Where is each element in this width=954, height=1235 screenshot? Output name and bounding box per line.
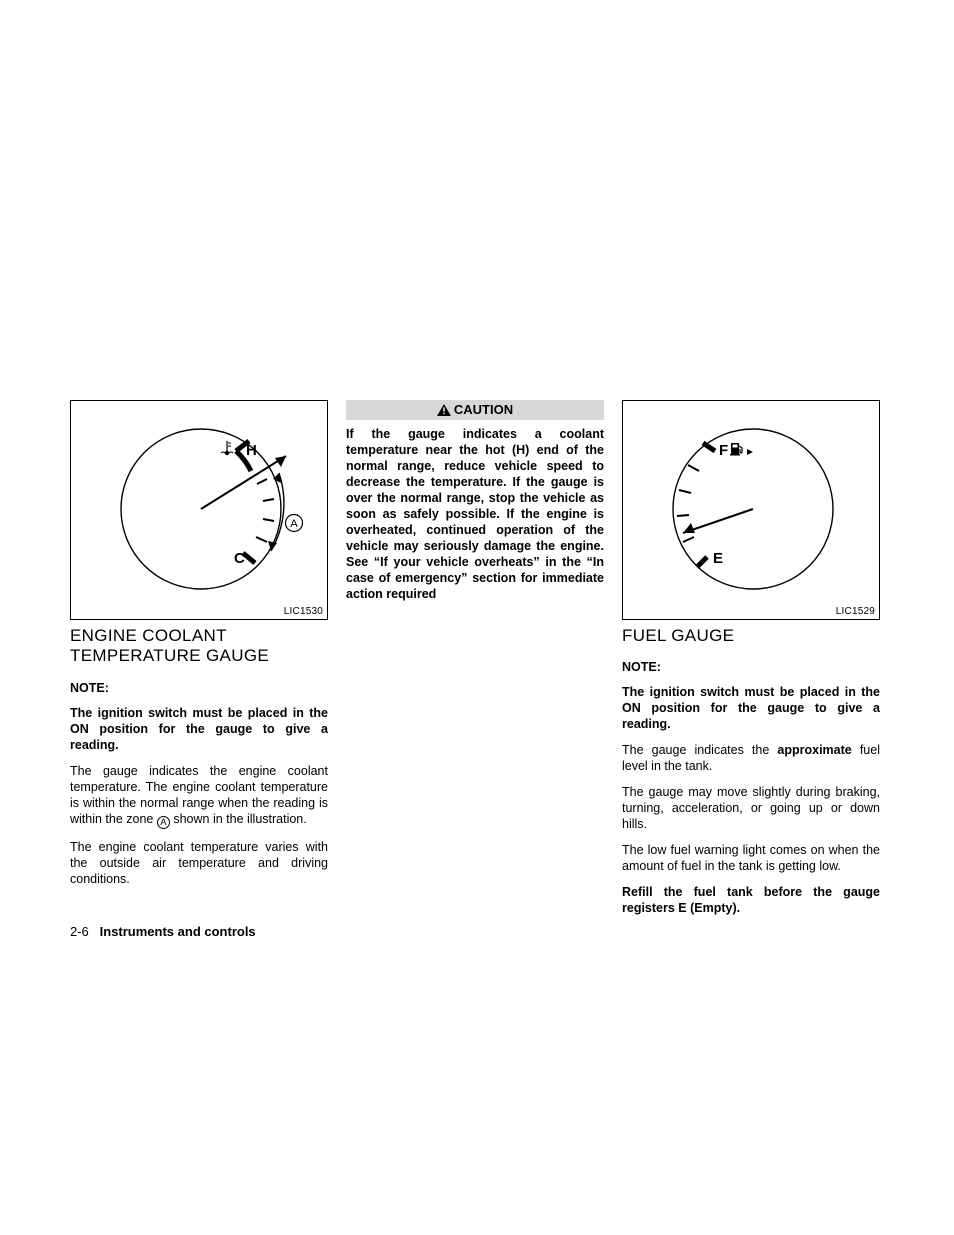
temp-p1-post: shown in the illustration. [170,812,307,826]
figure-caption: LIC1529 [836,606,875,617]
fuel-p4: Refill the fuel tank before the gauge re… [622,884,880,916]
fuel-p2: The gauge may move slightly during braki… [622,784,880,832]
temp-p2: The engine coolant temperature varies wi… [70,839,328,887]
note-label: NOTE: [70,681,328,695]
fuel-pump-icon [730,443,742,456]
figure-caption: LIC1530 [284,606,323,617]
temp-p1: The gauge indicates the engine coolant t… [70,763,328,829]
column-1: H C A LIC1530 ENGINE COOLANT TEMPERATURE… [70,400,328,916]
column-3: F E LIC1529 FUEL GAUGE NOTE: The ignitio… [622,400,880,916]
note-label: NOTE: [622,660,880,674]
page-footer: 2-6 Instruments and controls [70,924,256,939]
svg-text:E: E [713,550,723,567]
fuel-gauge-figure: F E LIC1529 [622,400,880,620]
inline-badge-a: A [157,816,170,829]
caution-header: CAUTION [346,400,604,420]
column-2: CAUTION If the gauge indicates a coolant… [346,400,604,916]
page-content: H C A LIC1530 ENGINE COOLANT TEMPERATURE… [70,400,880,916]
caution-label: CAUTION [454,402,513,417]
svg-text:F: F [719,442,728,459]
fuel-gauge-svg: F E [623,401,879,619]
footer-section: Instruments and controls [100,924,256,939]
fuel-p3: The low fuel warning light comes on when… [622,842,880,874]
temp-gauge-figure: H C A LIC1530 [70,400,328,620]
note-text: The ignition switch must be placed in th… [622,684,880,732]
warning-icon [437,404,451,416]
note-text: The ignition switch must be placed in th… [70,705,328,753]
section-title-fuel: FUEL GAUGE [622,626,880,646]
section-title-temp: ENGINE COOLANT TEMPERATURE GAUGE [70,626,328,667]
svg-text:H: H [246,442,257,459]
page-number: 2-6 [70,924,89,939]
fuel-p1-bold: approximate [777,743,851,757]
fuel-p1-pre: The gauge indicates the [622,743,777,757]
fuel-side-arrow-icon [747,449,753,455]
svg-text:A: A [290,518,298,530]
fuel-p1: The gauge indicates the approximate fuel… [622,742,880,774]
caution-text: If the gauge indicates a coolant tempera… [346,426,604,602]
svg-text:C: C [234,550,245,567]
temp-gauge-svg: H C A [71,401,327,619]
